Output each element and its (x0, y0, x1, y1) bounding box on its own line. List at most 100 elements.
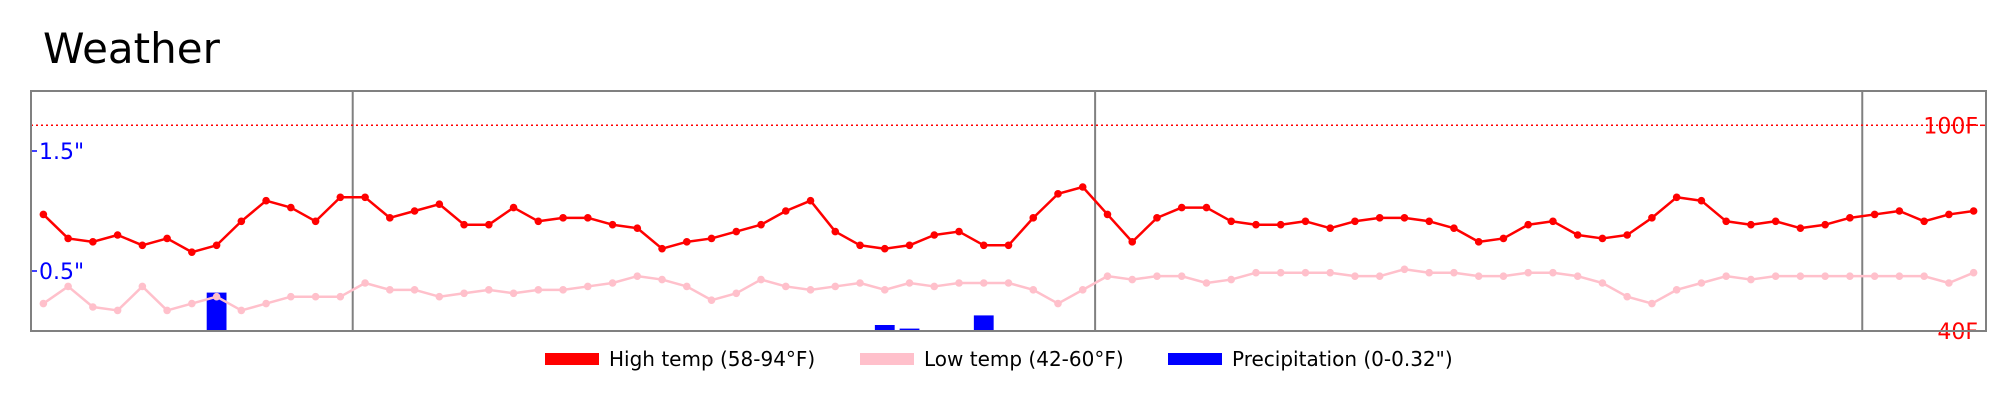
series-point (1870, 272, 1879, 280)
series-point (1078, 183, 1087, 191)
series-point (930, 282, 939, 291)
series-point (559, 214, 567, 222)
series-point (509, 289, 518, 298)
series-point (608, 279, 617, 287)
series-point (1128, 275, 1137, 284)
series-point (1846, 272, 1854, 280)
series-point (1351, 272, 1359, 280)
series-point (757, 275, 765, 284)
series-point (1351, 217, 1359, 226)
series-point (1400, 265, 1409, 274)
axis-layer: 100F 40F 1.5" 0.5" (31, 114, 1986, 345)
series-point (1375, 272, 1384, 280)
series-point (658, 275, 666, 284)
series-point (138, 241, 147, 250)
series-point (1821, 220, 1829, 229)
series-point (1524, 268, 1532, 277)
series-point (163, 306, 171, 315)
series-point (1202, 203, 1211, 212)
series-point (1301, 268, 1310, 277)
precip-tick-label: 1.5" (39, 140, 84, 165)
series-point (1326, 224, 1335, 232)
temp-tick-label: 100F (1923, 114, 1978, 139)
series-point (732, 289, 741, 298)
series-point (633, 272, 642, 280)
series-point (435, 200, 444, 208)
series-point (410, 286, 419, 294)
series-point (1450, 268, 1458, 277)
series-point (262, 196, 270, 205)
legend-label-high: High temp (58-94°F) (609, 347, 815, 371)
series-point (212, 241, 221, 250)
series-point (1549, 217, 1557, 226)
series-point (509, 203, 518, 212)
series-point (138, 282, 147, 291)
series-point (1895, 207, 1904, 215)
series-point (1128, 238, 1137, 246)
series-point (485, 220, 493, 229)
series-point (534, 286, 543, 294)
series-point (1598, 234, 1607, 243)
series-point (1524, 220, 1532, 229)
series-point (682, 238, 691, 246)
series-point (1648, 214, 1656, 222)
series-point (163, 234, 171, 243)
series-point (707, 234, 716, 243)
series-point (1153, 272, 1161, 280)
legend-swatch-low (860, 353, 914, 365)
series-point (1301, 217, 1310, 226)
series-point (1103, 210, 1112, 219)
series-point (188, 248, 196, 256)
precip-bar (206, 292, 227, 331)
series-point (410, 207, 419, 215)
series-point (1945, 210, 1953, 219)
series-point (435, 292, 444, 301)
series-point (1895, 272, 1904, 280)
series-point (1326, 268, 1335, 277)
series-point (979, 279, 988, 287)
series-point (336, 292, 345, 301)
series-point (64, 282, 72, 291)
series-point (831, 227, 840, 236)
series-point (1029, 214, 1038, 222)
series-point (1648, 299, 1656, 308)
series-point (1796, 272, 1805, 280)
series-point (1870, 210, 1879, 219)
series-point (460, 289, 468, 298)
series-point (806, 286, 815, 294)
series-point (608, 220, 617, 229)
series-point (559, 286, 567, 294)
series-line (42, 268, 1975, 312)
series-point (1474, 238, 1483, 246)
series-point (336, 193, 345, 202)
series-point (1252, 268, 1260, 277)
series-point (1400, 214, 1409, 222)
legend-label-precip: Precipitation (0-0.32") (1232, 347, 1453, 371)
series-point (89, 303, 97, 311)
series-point (1920, 272, 1928, 280)
series-point (633, 224, 642, 232)
series-point (831, 282, 840, 291)
series-point (1054, 190, 1062, 198)
series-point (1177, 203, 1186, 212)
series-point (1004, 279, 1013, 287)
series-point (113, 231, 122, 239)
series-point (287, 292, 295, 301)
grid-layer (31, 91, 1986, 331)
series-point (1623, 231, 1631, 239)
series-point (930, 231, 939, 239)
series-point (682, 282, 691, 291)
series-point (485, 286, 493, 294)
series-point (955, 279, 963, 287)
series-point (1499, 234, 1508, 243)
precip-tick-label: 0.5" (39, 260, 84, 285)
precipitation-series (206, 292, 994, 331)
series-point (287, 203, 295, 212)
series-point (732, 227, 741, 236)
series-point (856, 241, 864, 250)
series-point (905, 241, 914, 250)
series-point (1697, 279, 1706, 287)
series-point (1499, 272, 1508, 280)
precip-bar (899, 328, 920, 331)
series-point (1375, 214, 1384, 222)
